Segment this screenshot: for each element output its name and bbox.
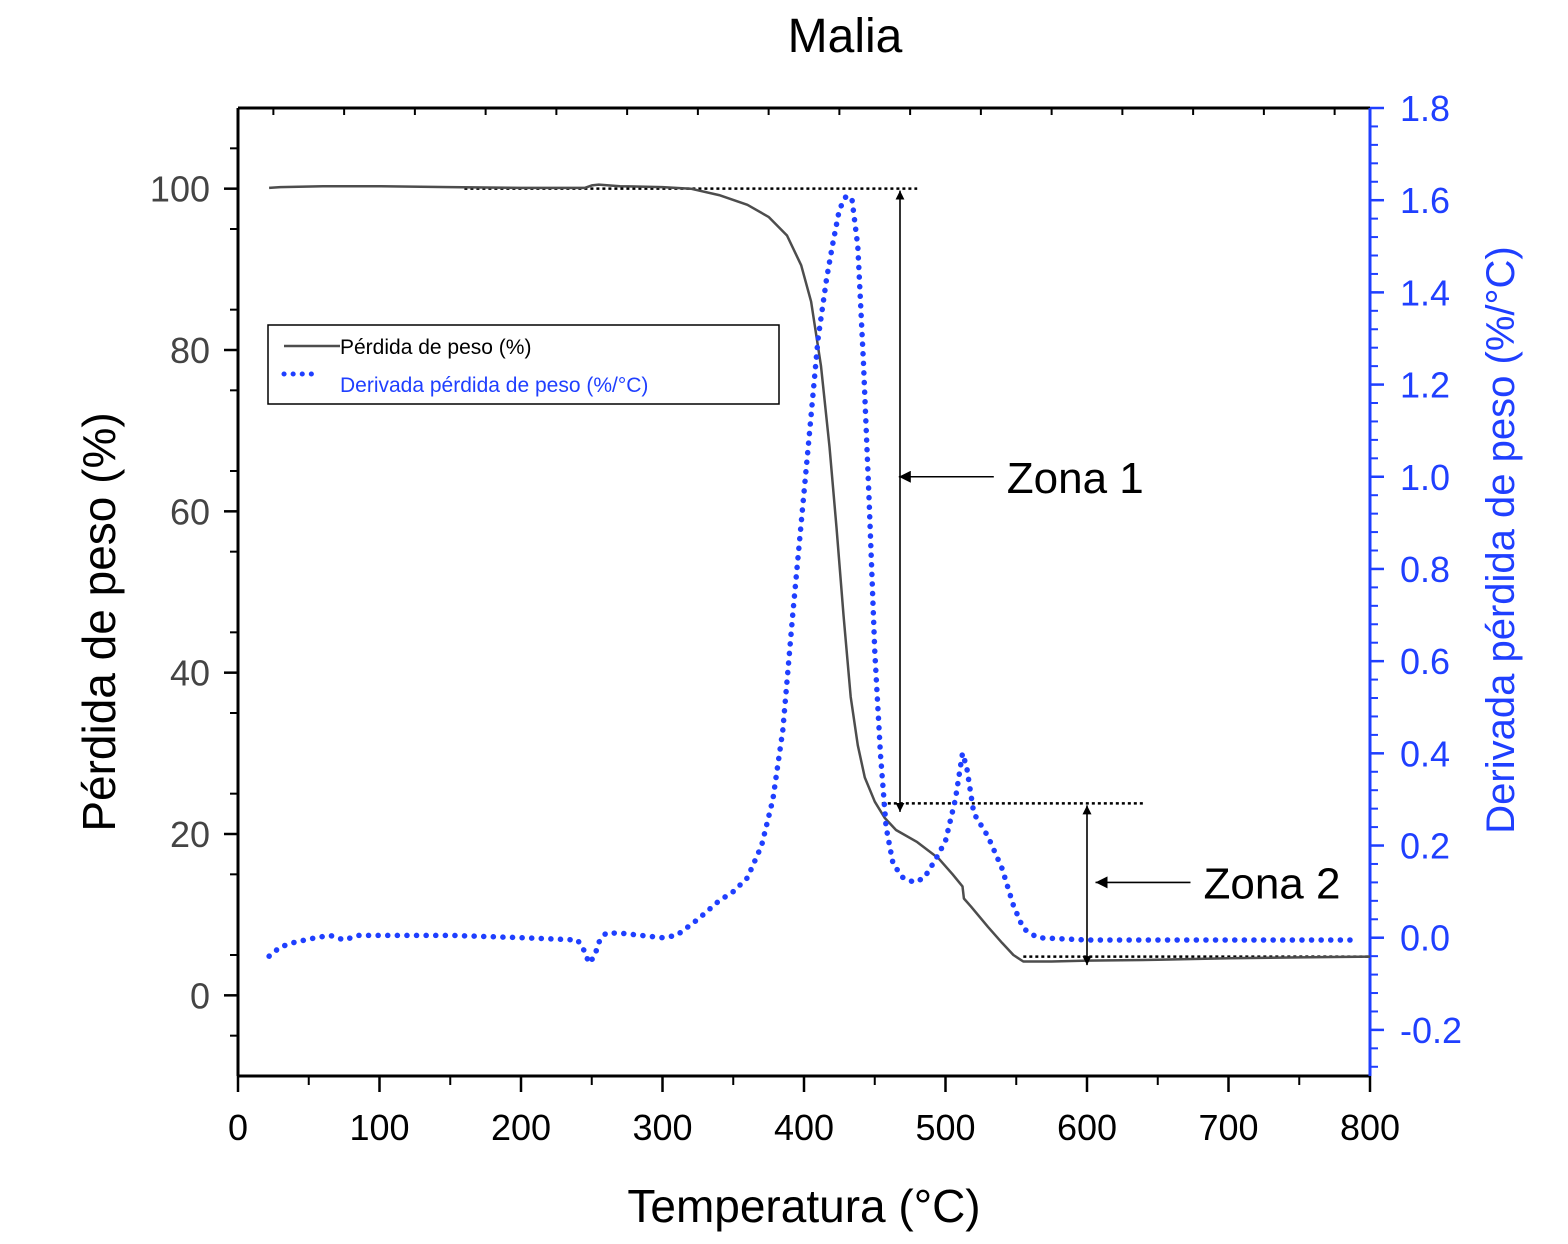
zone-1-label: Zona 1 <box>1007 454 1144 503</box>
x-tick-label-200: 200 <box>491 1107 551 1148</box>
x-tick-label-300: 300 <box>632 1107 692 1148</box>
y2-tick-label--0.2: -0.2 <box>1400 1010 1462 1051</box>
x-tick-label-100: 100 <box>349 1107 409 1148</box>
y-axis-label: Pérdida de peso (%) <box>73 412 125 831</box>
chart-title: Malia <box>788 10 903 63</box>
series-weight <box>269 183 1371 963</box>
x-tick-label-700: 700 <box>1198 1107 1258 1148</box>
x-tick-label-800: 800 <box>1340 1107 1400 1148</box>
y-tick-label-0: 0 <box>190 975 210 1016</box>
x-tick-label-0: 0 <box>228 1107 248 1148</box>
y2-tick-label-1.4: 1.4 <box>1400 272 1450 313</box>
y2-tick-label-0.8: 0.8 <box>1400 549 1450 590</box>
y2-tick-label-1.2: 1.2 <box>1400 365 1450 406</box>
y-tick-label-100: 100 <box>150 169 210 210</box>
y-tick-label-80: 80 <box>170 330 210 371</box>
legend: Pérdida de peso (%) Derivada pérdida de … <box>267 324 780 405</box>
y2-tick-label-1.0: 1.0 <box>1400 457 1450 498</box>
y2-tick-label-0.6: 0.6 <box>1400 641 1450 682</box>
x-axis-label: Temperatura (°C) <box>627 1180 980 1232</box>
y-tick-label-60: 60 <box>170 491 210 532</box>
ticks-layer: 0 100 200 300 400 500 600 700 800 0 20 40 60 80 100 -0.… <box>150 88 1462 1148</box>
y-tick-label-40: 40 <box>170 653 210 694</box>
x-tick-label-500: 500 <box>915 1107 975 1148</box>
y-tick-label-20: 20 <box>170 814 210 855</box>
y2-tick-label-1.8: 1.8 <box>1400 88 1450 129</box>
legend-label-derivative: Derivada pérdida de peso (%/°C) <box>340 374 648 397</box>
x-tick-label-600: 600 <box>1057 1107 1117 1148</box>
annotations-layer: Zona 1 Zona 2 <box>895 190 1340 966</box>
y2-tick-label-1.6: 1.6 <box>1400 180 1450 221</box>
zone-2-label: Zona 2 <box>1203 859 1340 908</box>
series-layer <box>266 183 1371 966</box>
legend-label-weight: Pérdida de peso (%) <box>340 336 531 359</box>
y2-tick-label-0.0: 0.0 <box>1400 918 1450 959</box>
series-derivative <box>266 192 1359 966</box>
x-tick-label-400: 400 <box>774 1107 834 1148</box>
y2-tick-label-0.2: 0.2 <box>1400 826 1450 867</box>
plot-frame <box>236 106 1372 1078</box>
legend-box <box>267 324 780 405</box>
y2-axis-label: Derivada pérdida de peso (%/°C) <box>1479 246 1523 833</box>
y2-tick-label-0.4: 0.4 <box>1400 733 1450 774</box>
